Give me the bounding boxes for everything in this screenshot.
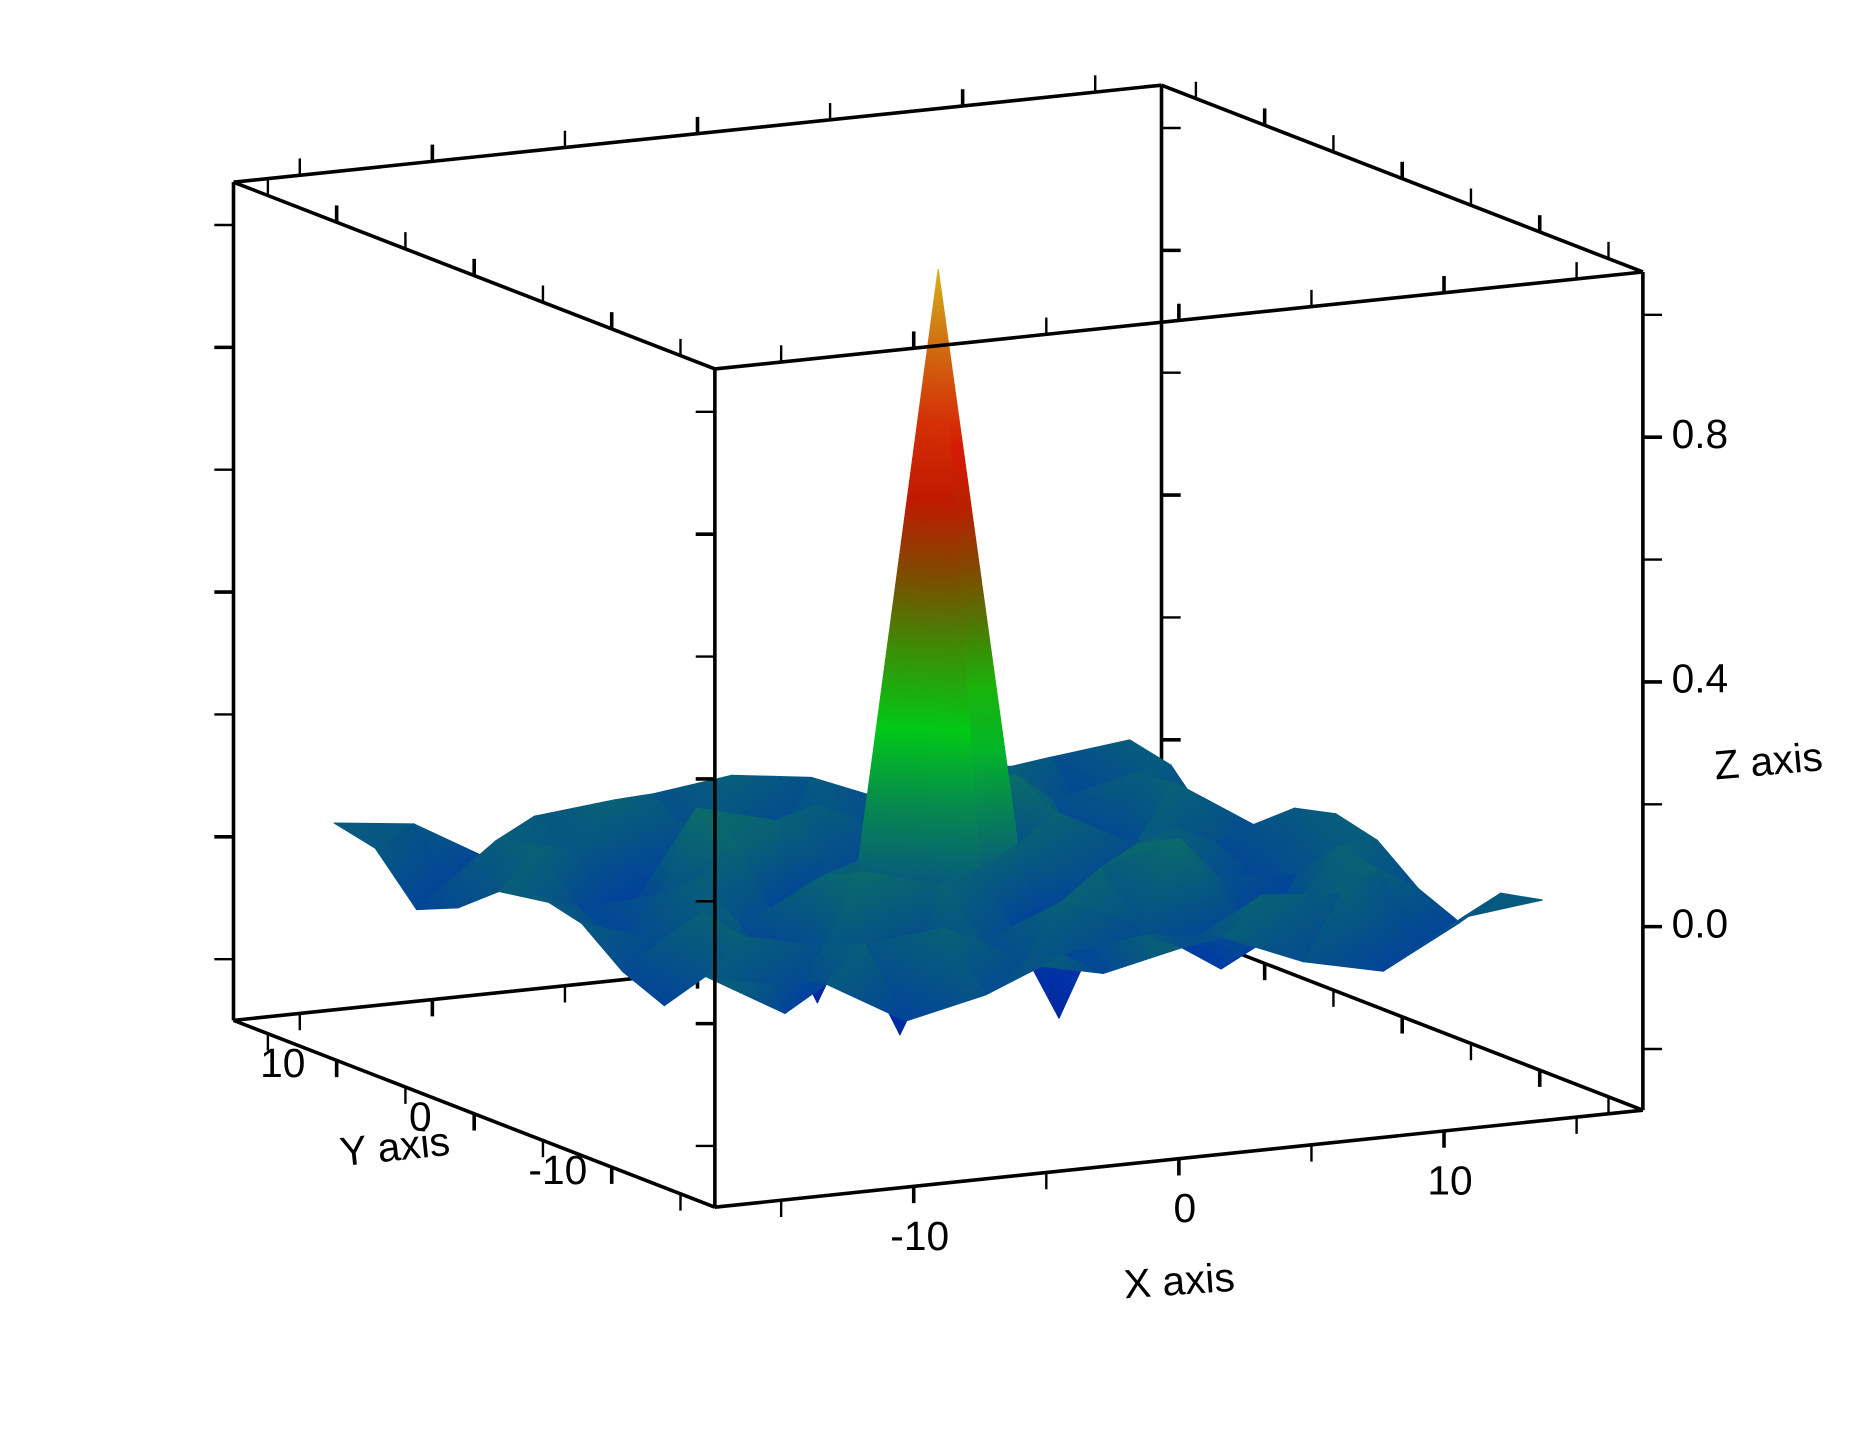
surface-facet xyxy=(984,953,1066,996)
labels: X axis Y axis Z axis -10 0 10 -10 0 10 0.0 0.4 0… xyxy=(260,411,1824,1307)
box-edge xyxy=(232,180,716,371)
x-axis-title: X axis xyxy=(1122,1254,1236,1308)
surface-facet xyxy=(1143,934,1225,948)
front-layer xyxy=(214,75,1663,1218)
y-tick-label: 10 xyxy=(260,1040,305,1086)
z-axis-title: Z axis xyxy=(1712,733,1824,788)
x-tick-label: -10 xyxy=(890,1213,949,1259)
surface-facet xyxy=(1064,934,1146,974)
y-tick-label: 0 xyxy=(409,1094,432,1140)
surface-facet xyxy=(1462,892,1543,919)
surface-facet xyxy=(905,927,987,1022)
z-tick-label: 0.8 xyxy=(1672,411,1729,457)
z-tick-label: 0.0 xyxy=(1672,900,1729,946)
surface xyxy=(333,269,1543,1036)
y-tick-label: -10 xyxy=(528,1147,587,1193)
z-tick-label: 0.4 xyxy=(1672,656,1729,702)
box-edge xyxy=(1160,83,1644,274)
surface-facet xyxy=(825,943,907,1022)
surface-facet xyxy=(1382,916,1464,972)
x-tick-label: 0 xyxy=(1174,1185,1197,1231)
surface-facet xyxy=(1302,893,1384,972)
x-tick-label: 10 xyxy=(1427,1157,1472,1203)
box-edge xyxy=(232,1018,716,1209)
y-axis-title: Y axis xyxy=(338,1118,452,1175)
surface-facet xyxy=(1223,894,1305,963)
surface-facet xyxy=(746,982,827,1014)
